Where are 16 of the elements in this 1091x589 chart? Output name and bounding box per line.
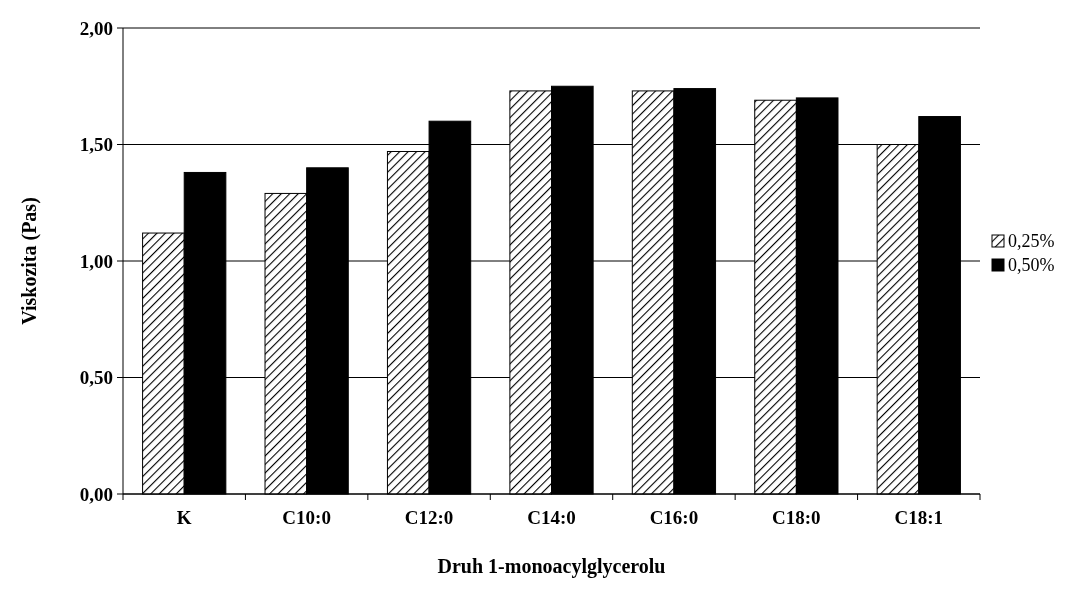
x-tick-label: C16:0 (649, 507, 699, 528)
x-tick-label: C10:0 (282, 507, 331, 528)
legend-label: 0,25% (1008, 231, 1055, 252)
y-tick-label: 0,50 (79, 367, 113, 389)
x-tick-label: C12:0 (404, 507, 454, 528)
x-tick-label: C18:1 (894, 507, 944, 528)
x-axis-title: Druh 1-monoacylglycerolu (437, 555, 666, 578)
y-axis-title: Viskozita (Pas) (18, 197, 41, 325)
x-tick-label: K (176, 507, 192, 528)
y-tick-label: 1,50 (79, 134, 113, 156)
y-tick-label: 0,00 (79, 483, 113, 505)
x-tick-label: C14:0 (527, 507, 576, 528)
y-tick-label: 1,00 (79, 250, 113, 272)
x-tick-label: C18:0 (772, 507, 821, 528)
legend-label: 0,50% (1008, 255, 1055, 276)
y-tick-label: 2,00 (79, 17, 113, 39)
